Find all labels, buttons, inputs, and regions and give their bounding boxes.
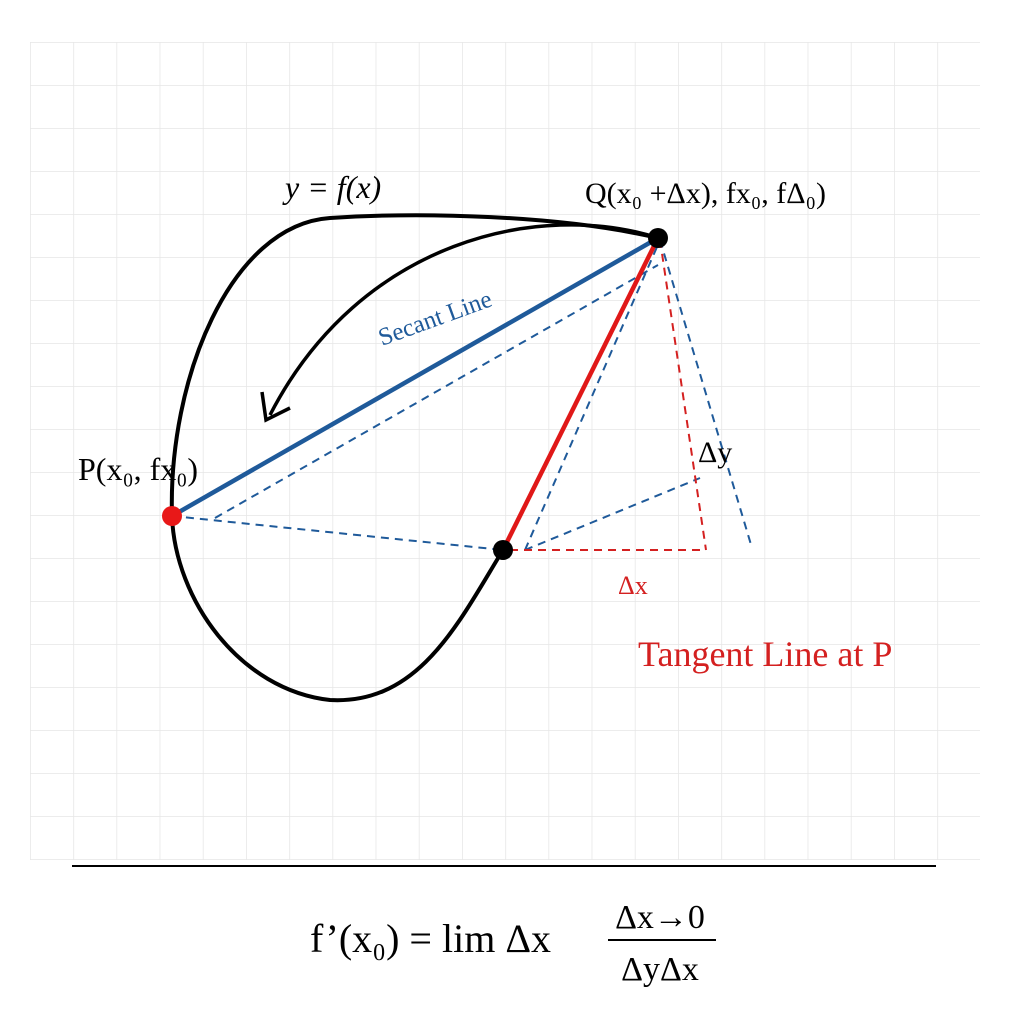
point-mid <box>493 540 513 560</box>
formula-denominator: ΔyΔx <box>621 951 699 988</box>
curve <box>169 213 659 703</box>
secant-line <box>170 236 660 518</box>
curve-label: y = f(x) <box>282 169 381 205</box>
arrow-head <box>260 391 291 423</box>
arrow-arc <box>268 223 659 416</box>
tangent-label: Tangent Line at P <box>638 634 892 674</box>
formula-left: f’(x₀) = lim Δx <box>310 916 551 961</box>
formula-numerator: Δx→0 <box>615 899 705 936</box>
tangent-line <box>500 236 661 552</box>
point-p-label: P(x₀, fx₀) <box>78 451 198 487</box>
point-q <box>648 228 668 248</box>
delta-x-label: Δx <box>618 571 648 600</box>
dashed-lines <box>171 239 753 551</box>
delta-y-label: Δy <box>698 436 732 469</box>
point-q-label: Q(x₀ +Δx), fx₀, fΔ₀) <box>585 177 826 210</box>
grid-background <box>30 42 980 860</box>
delta-triangle <box>510 239 707 551</box>
point-p <box>162 506 182 526</box>
